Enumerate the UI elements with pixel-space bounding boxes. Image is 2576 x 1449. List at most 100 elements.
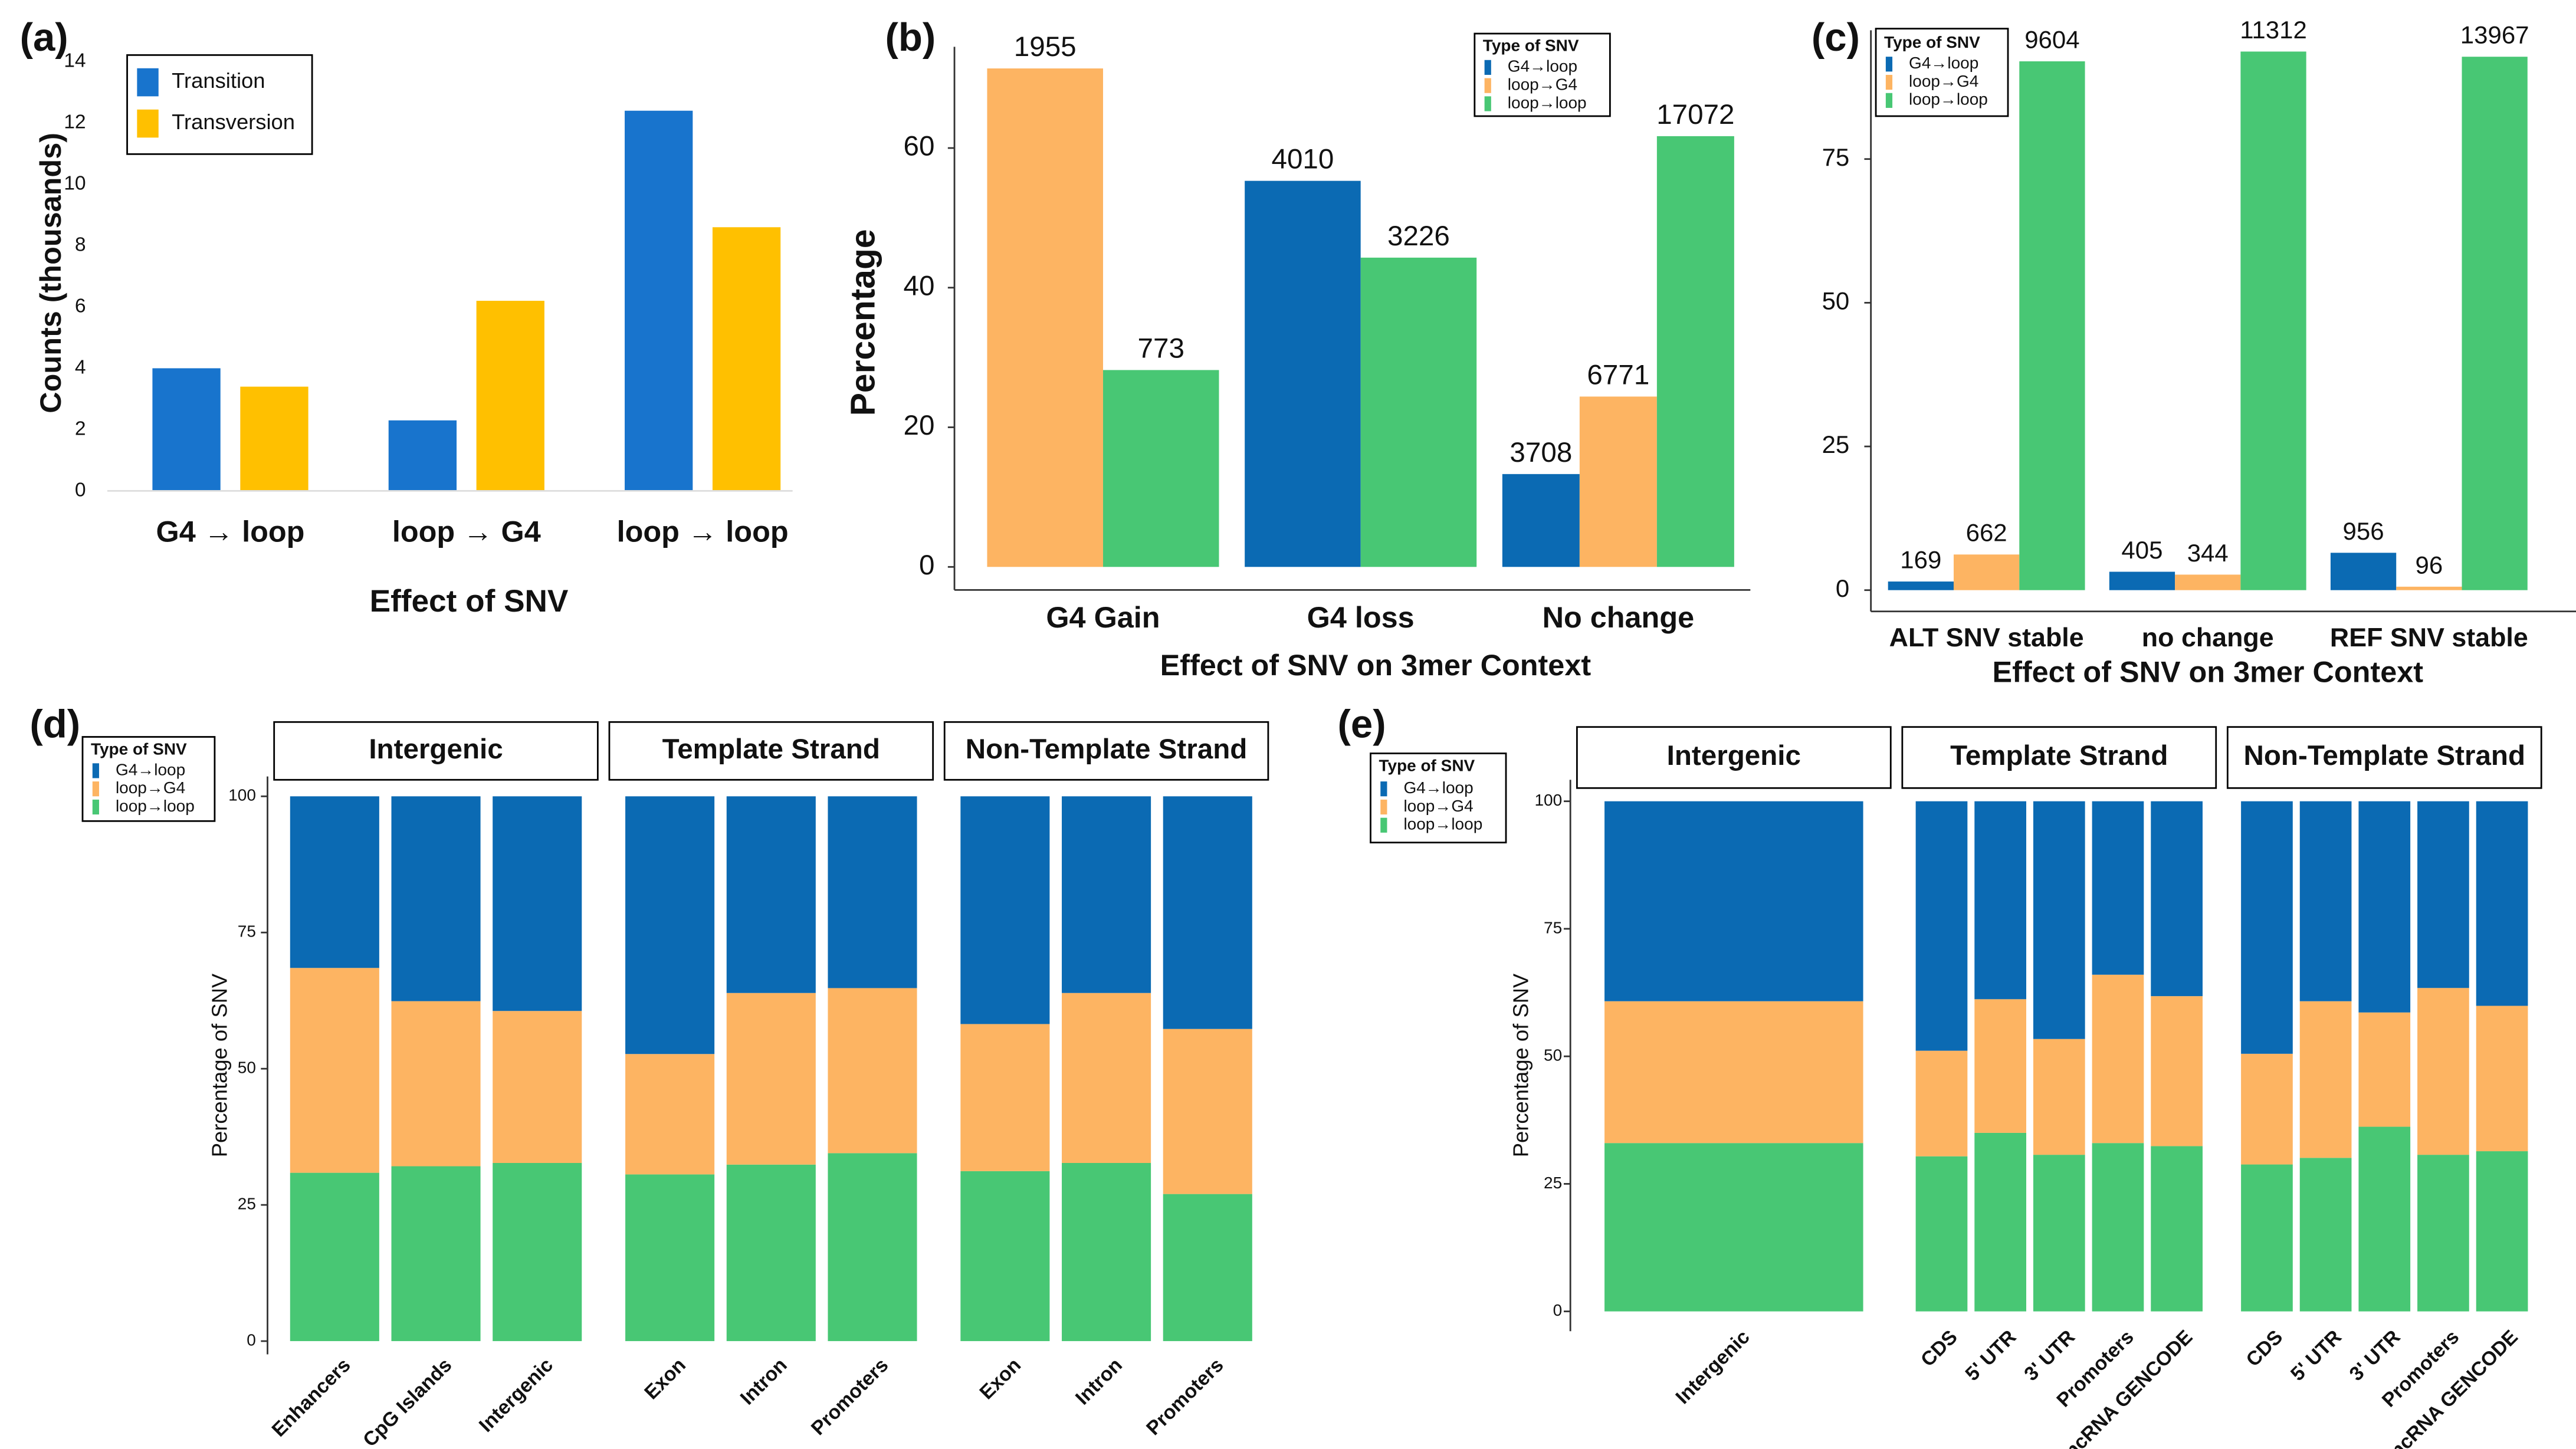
- bar-segment: [1915, 1050, 1968, 1156]
- bar-count-label: 13967: [2460, 21, 2529, 49]
- y-tick-label: 50: [1544, 1046, 1562, 1064]
- legend-label: loop→loop: [1403, 815, 1482, 833]
- x-tick-label: REF SNV stable: [2330, 623, 2528, 652]
- bar-segment: [2092, 801, 2144, 975]
- bar-segment: [2358, 1126, 2411, 1312]
- facet-title: Intergenic: [1667, 740, 1801, 771]
- bar: [2330, 553, 2397, 590]
- bar-segment: [391, 1001, 481, 1167]
- bar: [1579, 396, 1657, 567]
- y-tick-label: 2: [75, 418, 86, 439]
- x-tick-label: no change: [2142, 623, 2274, 652]
- bar: [2109, 571, 2175, 590]
- y-tick-label: 0: [919, 550, 934, 581]
- bar-segment: [1604, 1143, 1863, 1312]
- y-tick-label: 75: [238, 922, 256, 941]
- y-tick-label: 0: [247, 1330, 256, 1349]
- legend-swatch: [1380, 817, 1387, 833]
- legend-label: G4→loop: [1403, 778, 1473, 797]
- bar-segment: [391, 796, 481, 1001]
- facet-title: Non-Template Strand: [2243, 740, 2525, 771]
- legend-title: Type of SNV: [1483, 37, 1579, 55]
- legend-box: [1370, 753, 1507, 844]
- bar-segment: [2299, 801, 2352, 1001]
- y-axis-title: Percentage of SNV: [1509, 973, 1533, 1157]
- x-tick-label: G4 Gain: [1046, 600, 1160, 634]
- bar-segment: [2151, 801, 2203, 997]
- x-axis-title: Effect of SNV: [370, 584, 569, 619]
- y-tick-label: 75: [1544, 918, 1562, 937]
- bar-segment: [2033, 1155, 2085, 1312]
- bar-count-label: 773: [1138, 333, 1184, 364]
- y-tick-label: 50: [1822, 287, 1850, 314]
- facet-strip: [273, 721, 599, 781]
- legend-swatch: [137, 68, 159, 97]
- bar: [1245, 180, 1361, 567]
- bar: [476, 301, 544, 491]
- bar-segment: [1163, 796, 1252, 1029]
- bar: [987, 68, 1103, 567]
- bar-segment: [1974, 999, 2026, 1133]
- bar-segment: [290, 1172, 379, 1342]
- legend-label: Transversion: [172, 110, 295, 134]
- bar-segment: [1604, 801, 1863, 1001]
- facet-strip: [1901, 726, 2217, 789]
- bar-segment: [2358, 801, 2411, 1013]
- x-tick-label: loop → G4: [392, 514, 541, 548]
- bar-segment: [828, 1153, 917, 1342]
- legend-label: G4→loop: [116, 760, 185, 778]
- y-tick-label: 20: [904, 410, 935, 441]
- legend-swatch: [1885, 57, 1893, 72]
- bar-segment: [1915, 801, 1968, 1051]
- bar-segment: [2417, 801, 2469, 988]
- panel-label: (c): [1812, 15, 1860, 60]
- legend-label: loop→G4: [1909, 72, 1978, 90]
- legend-title: Type of SNV: [91, 740, 187, 758]
- legend-box: [81, 736, 216, 822]
- bar-segment: [2241, 1164, 2293, 1312]
- legend-label: G4→loop: [1508, 57, 1577, 75]
- legend-label: loop→loop: [116, 797, 195, 815]
- bar: [1360, 257, 1477, 567]
- bar: [625, 110, 693, 491]
- panel-label: (e): [1337, 702, 1386, 746]
- panel-label: (b): [885, 15, 936, 60]
- y-tick-label: 0: [75, 479, 86, 501]
- legend-swatch: [92, 781, 99, 797]
- x-tick-label: ALT SNV stable: [1889, 623, 2084, 652]
- bar-segment: [493, 796, 582, 1011]
- facet-title: Non-Template Strand: [966, 734, 1248, 765]
- legend-label: loop→loop: [1909, 90, 1988, 109]
- bar-segment: [960, 796, 1050, 1024]
- bar: [2175, 574, 2241, 590]
- bar-segment: [2092, 974, 2144, 1144]
- bar-segment: [493, 1011, 582, 1163]
- bar-count-label: 6771: [1587, 359, 1649, 390]
- bar-segment: [2151, 996, 2203, 1146]
- y-axis-title: Percentage of SNV: [208, 973, 232, 1157]
- bar-segment: [828, 796, 917, 988]
- y-tick-label: 50: [238, 1059, 256, 1077]
- y-tick-label: 100: [228, 786, 256, 804]
- bar-segment: [726, 993, 816, 1165]
- bar-segment: [2299, 1001, 2352, 1158]
- x-tick-label: loop → loop: [617, 514, 789, 548]
- bar: [240, 386, 309, 491]
- bar-segment: [960, 1024, 1050, 1171]
- legend-label: loop→G4: [116, 778, 185, 797]
- bar-count-label: 344: [2187, 539, 2229, 567]
- bar-segment: [1974, 1132, 2026, 1312]
- bar-count-label: 405: [2121, 536, 2162, 564]
- legend-swatch: [1380, 781, 1387, 797]
- bar-count-label: 4010: [1271, 144, 1334, 175]
- x-axis-title: Effect of SNV on 3mer Context: [1992, 655, 2423, 688]
- bar-segment: [625, 1174, 715, 1342]
- bar-segment: [1974, 801, 2026, 1000]
- x-axis-title: Effect of SNV on 3mer Context: [1160, 648, 1591, 682]
- legend-swatch: [1484, 96, 1491, 111]
- legend-swatch: [137, 109, 159, 138]
- bar-segment: [1915, 1156, 1968, 1312]
- facet-title: Template Strand: [1950, 740, 2168, 771]
- bar-segment: [2092, 1143, 2144, 1312]
